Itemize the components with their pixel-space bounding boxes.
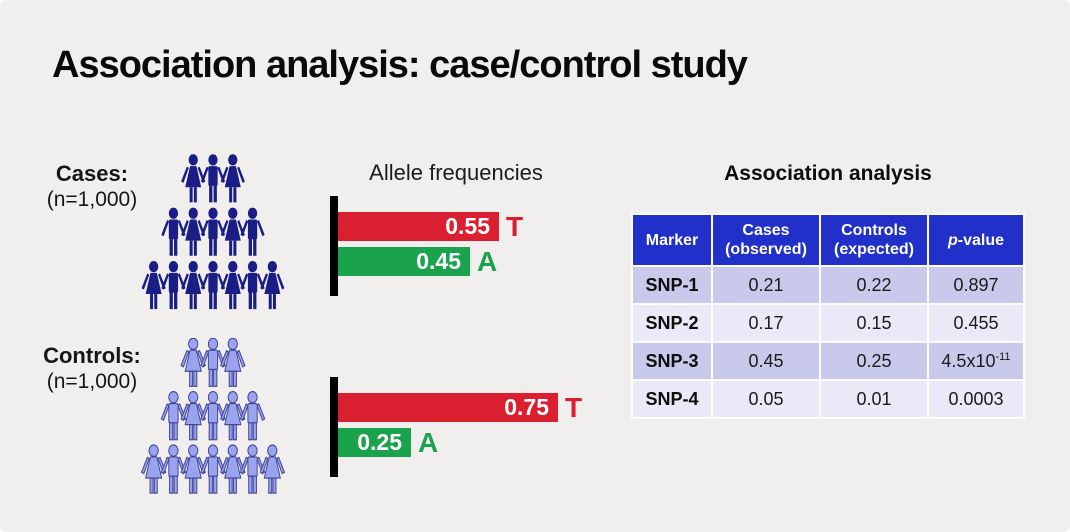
controls-a-bar: 0.25 [338,428,411,457]
cases-cell: 0.21 [713,267,819,303]
marker-cell: SNP-2 [633,305,711,341]
cases-t-bar-row: 0.55 T [338,212,523,241]
controls-label: Controls: [43,343,141,368]
table-row: SNP-3 0.45 0.25 4.5x10-11 [633,343,1023,379]
controls-population-icon [140,338,286,494]
controls-a-allele-label: A [418,427,439,458]
cases-cell: 0.05 [713,381,819,417]
header-marker: Marker [633,215,711,265]
association-analysis-title: Association analysis [724,162,932,185]
controls-t-bar: 0.75 [338,393,558,422]
pvalue-cell: 4.5x10-11 [929,343,1023,379]
controls-n-label: (n=1,000) [46,370,138,393]
controls-t-allele-label: T [565,392,583,423]
header-controls: Controls (expected) [821,215,927,265]
controls-cell: 0.15 [821,305,927,341]
cases-label: Cases: [55,161,129,186]
allele-frequencies-title: Allele frequencies [369,160,543,185]
cases-t-bar: 0.55 [338,212,499,241]
marker-cell: SNP-4 [633,381,711,417]
cases-allele-chart: 0.55 T 0.45 A [330,196,660,298]
cases-cell: 0.17 [713,305,819,341]
cases-a-bar-row: 0.45 A [338,247,523,276]
marker-cell: SNP-3 [633,343,711,379]
table-row: SNP-4 0.05 0.01 0.0003 [633,381,1023,417]
cases-label-block: Cases: (n=1,000) [24,161,160,212]
controls-cell: 0.22 [821,267,927,303]
cases-n-label: (n=1,000) [46,188,138,211]
cases-a-bar: 0.45 [338,247,470,276]
pvalue-cell: 0.897 [929,267,1023,303]
table-header-row: Marker Cases (observed) Controls (expect… [633,215,1023,265]
cases-cell: 0.45 [713,343,819,379]
page-title: Association analysis: case/control study [52,44,748,86]
controls-cell: 0.25 [821,343,927,379]
pvalue-cell: 0.455 [929,305,1023,341]
chart-axis [330,196,338,296]
header-cases: Cases (observed) [713,215,819,265]
cases-t-allele-label: T [506,211,524,242]
controls-allele-chart: 0.75 T 0.25 A [330,377,660,479]
controls-t-bar-row: 0.75 T [338,393,582,422]
association-table: Marker Cases (observed) Controls (expect… [631,213,1025,419]
table-row: SNP-1 0.21 0.22 0.897 [633,267,1023,303]
controls-a-bar-row: 0.25 A [338,428,582,457]
table-row: SNP-2 0.17 0.15 0.455 [633,305,1023,341]
chart-axis [330,377,338,477]
header-pvalue: p-value [929,215,1023,265]
pvalue-cell: 0.0003 [929,381,1023,417]
cases-a-allele-label: A [477,246,498,277]
cases-population-icon [141,154,285,310]
controls-label-block: Controls: (n=1,000) [24,343,160,394]
marker-cell: SNP-1 [633,267,711,303]
controls-cell: 0.01 [821,381,927,417]
